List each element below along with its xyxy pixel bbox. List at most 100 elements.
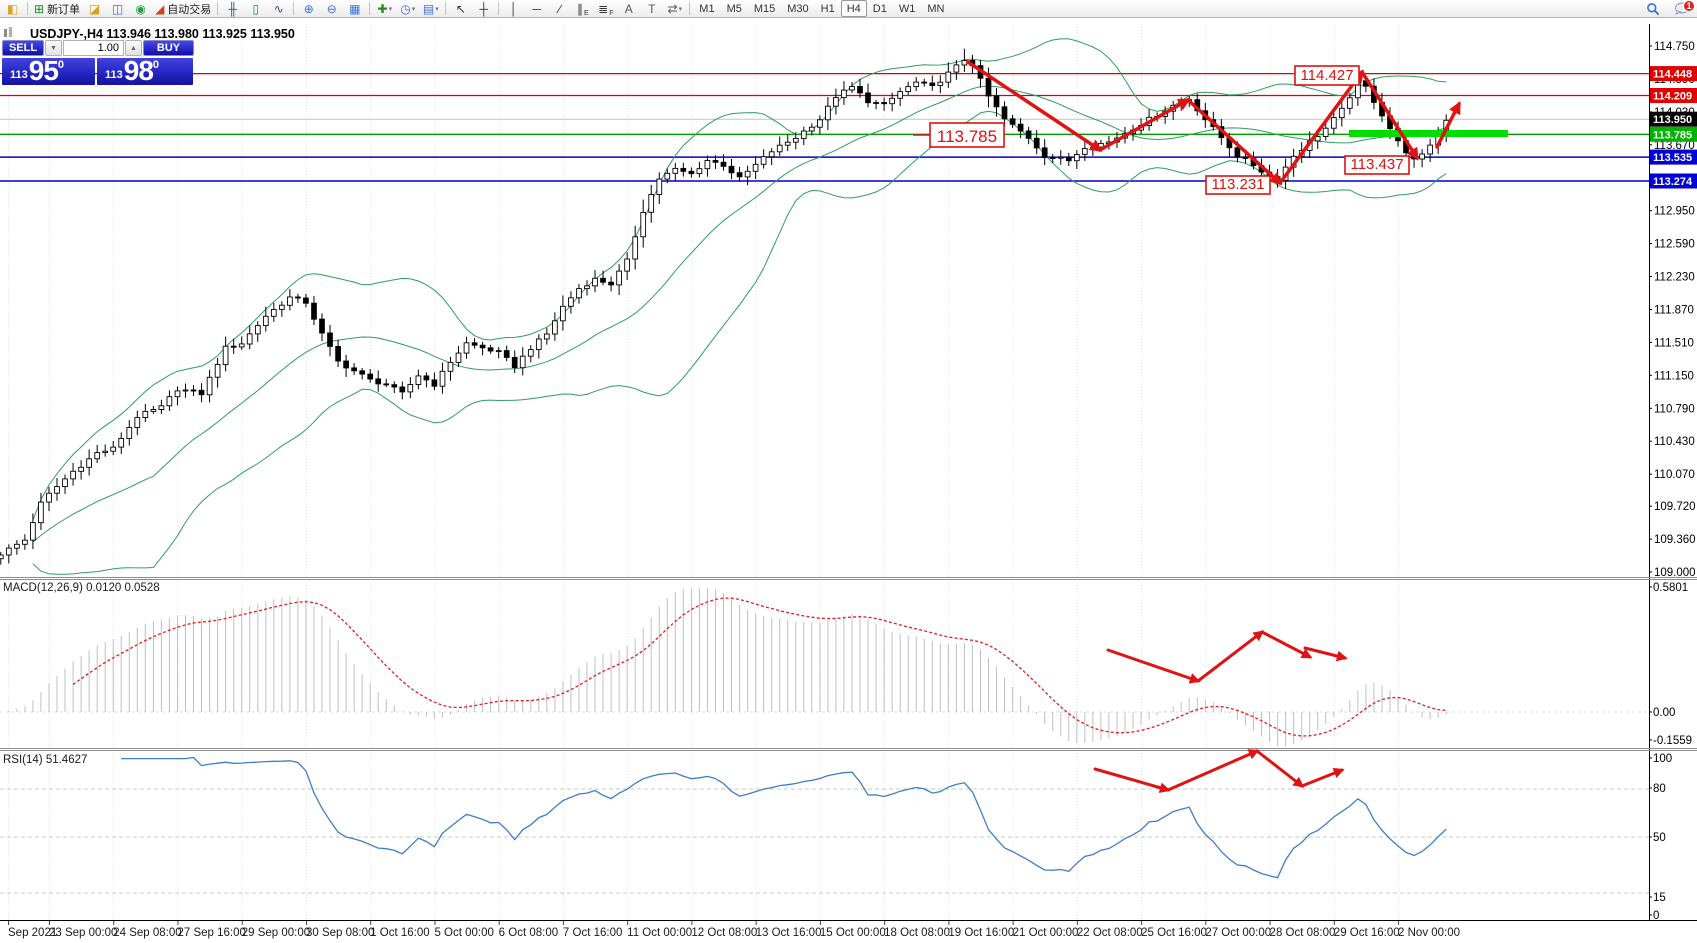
timeframe-m30-button[interactable]: M30 [787, 2, 809, 15]
macd-histogram [8, 588, 1447, 747]
candlestick-mode-icon: ▯ [252, 1, 260, 16]
rsi-pane [0, 756, 1649, 894]
cursor-button[interactable]: ↖ [449, 0, 472, 18]
text-label-button[interactable]: T [640, 0, 663, 18]
equidistant-channel-button[interactable]: ∥ E [571, 0, 594, 18]
timeframe-h1-button[interactable]: H1 [820, 2, 835, 15]
time-tick-label: 29 Oct 16:00 [1334, 927, 1400, 939]
trend-arrow-main[interactable] [966, 60, 1419, 186]
trend-arrow-main[interactable] [1435, 101, 1461, 149]
toolbar-separator [689, 2, 691, 15]
crosshair-button[interactable]: ┼ [472, 0, 495, 18]
ask-price[interactable]: 113 98 0 [97, 57, 193, 85]
time-tick-label: 2 Nov 00:00 [1398, 927, 1460, 939]
tile-windows-icon: ▦ [349, 1, 361, 16]
price-tick-label: 111.870 [1654, 305, 1694, 317]
toolbar-separator [445, 2, 447, 15]
fibonacci-button[interactable]: ≣ F [594, 0, 617, 18]
sell-button[interactable]: SELL [2, 40, 44, 56]
line-chart-mode-button[interactable]: ∿ [267, 0, 290, 18]
horizontal-line-button[interactable]: ─ [525, 0, 548, 18]
app-icon: ◧ [6, 1, 19, 16]
timeframe-m15-button[interactable]: M15 [753, 2, 776, 15]
timeframe-w1-button[interactable]: W1 [898, 2, 916, 15]
trend-arrow-macd[interactable] [1106, 630, 1313, 684]
price-tick-label: 113.670 [1654, 140, 1695, 152]
timeframe-h4-button[interactable]: H4 [840, 0, 867, 17]
text-label-icon: T [648, 1, 656, 16]
toolbar-separator [293, 2, 295, 15]
search-button[interactable] [1641, 0, 1664, 18]
timeframe-m1-button[interactable]: M1 [699, 2, 715, 15]
bid-superscript: 0 [57, 59, 65, 71]
time-tick-label: 18 Oct 08:00 [884, 927, 950, 939]
price-axis[interactable]: 114.750114.390114.030113.670112.950112.5… [0, 24, 1697, 922]
indicators-button[interactable]: ✚ ▾ [373, 0, 396, 18]
trendline-button[interactable]: ∕ [548, 0, 571, 18]
candlestick-mode-button[interactable]: ▯ [244, 0, 267, 18]
eraser-button[interactable]: ◪ [83, 0, 106, 18]
bollinger-upper-band [32, 38, 1447, 521]
price-badge-text: 114.209 [1653, 91, 1692, 103]
bid-price[interactable]: 113 95 0 [2, 57, 95, 85]
price-callout-113.785[interactable]: 113.785 [913, 122, 1005, 148]
rsi-scale-label: 15 [1653, 892, 1666, 904]
price-tick-label: 110.790 [1654, 403, 1695, 415]
vertical-line-button[interactable]: │ [502, 0, 525, 18]
volume-input[interactable]: 1.00 [63, 40, 124, 56]
buy-button[interactable]: BUY [143, 40, 194, 56]
price-tick-label: 112.230 [1654, 272, 1695, 284]
new-order-button[interactable]: ⊞ 新订单 [31, 0, 83, 18]
equidistant-channel-sub-label: E [583, 9, 589, 17]
arrows-button[interactable]: ⇄ ▾ [663, 0, 686, 18]
ask-superscript: 0 [152, 59, 160, 71]
price-badge-113.785 [1650, 126, 1697, 142]
price-callout-114.427[interactable]: 114.427 [1294, 65, 1360, 86]
macd-pane [0, 588, 1649, 747]
price-badge-text: 113.274 [1653, 176, 1693, 188]
trend-arrow-rsi[interactable] [1093, 749, 1345, 793]
price-tick-label: 110.430 [1654, 436, 1695, 448]
time-tick-label: 11 Oct 00:00 [627, 927, 692, 939]
rsi-line [121, 756, 1447, 879]
price-badge-text: 113.950 [1653, 114, 1692, 126]
macd-label: MACD(12,26,9) 0.0120 0.0528 [3, 582, 160, 594]
macd-scale-label: 0.00 [1653, 707, 1675, 719]
time-tick-label: 25 Oct 16:00 [1141, 927, 1207, 939]
price-callout-113.231[interactable]: 113.231 [1205, 175, 1271, 195]
auto-trading-button[interactable]: ◢ 自动交易 [152, 0, 214, 18]
timeframe-d1-button[interactable]: D1 [872, 2, 887, 15]
zoom-in-button[interactable]: ⊕ [297, 0, 320, 18]
trend-arrow-macd[interactable] [1303, 646, 1348, 662]
tile-windows-button[interactable]: ▦ [343, 0, 366, 18]
signals-icon: ◉ [135, 1, 146, 16]
volume-decrease-button[interactable]: ▼ [45, 40, 62, 56]
periods-button[interactable]: ◷ ▾ [396, 0, 419, 18]
price-tick-label: 110.070 [1654, 469, 1695, 481]
open-chart-button[interactable]: ◫ [106, 0, 129, 18]
volume-increase-button[interactable]: ▲ [125, 40, 142, 56]
notifications-button[interactable]: 1 [1670, 0, 1695, 18]
line-chart-mode-icon: ∿ [273, 1, 284, 16]
price-callout-113.437[interactable]: 113.437 [1344, 155, 1410, 175]
price-tick-label: 114.750 [1654, 41, 1695, 53]
bar-chart-mode-button[interactable]: ╫ [221, 0, 244, 18]
fibonacci-icon: ≣ [598, 1, 609, 16]
price-badge-text: 114.448 [1653, 69, 1692, 81]
new-order-icon: ⊞ [34, 1, 45, 16]
price-tick-label: 111.510 [1654, 337, 1694, 349]
drawn-objects[interactable]: 114.427 113.785 113.437 113.231 [913, 60, 1508, 793]
timeframe-mn-button[interactable]: MN [927, 2, 945, 15]
support-level-segment[interactable] [1349, 130, 1508, 137]
app-button[interactable]: ◧ [1, 0, 24, 18]
timeframe-m5-button[interactable]: M5 [726, 2, 742, 15]
svg-text:113.437: 113.437 [1350, 156, 1403, 173]
bid-prefix: 113 [10, 69, 28, 81]
zoom-out-button[interactable]: ⊖ [320, 0, 343, 18]
text-button[interactable]: A [617, 0, 640, 18]
equidistant-channel-icon: ∥ [576, 1, 583, 16]
signals-button[interactable]: ◉ [129, 0, 152, 18]
templates-button[interactable]: ▤ ▾ [419, 0, 442, 18]
